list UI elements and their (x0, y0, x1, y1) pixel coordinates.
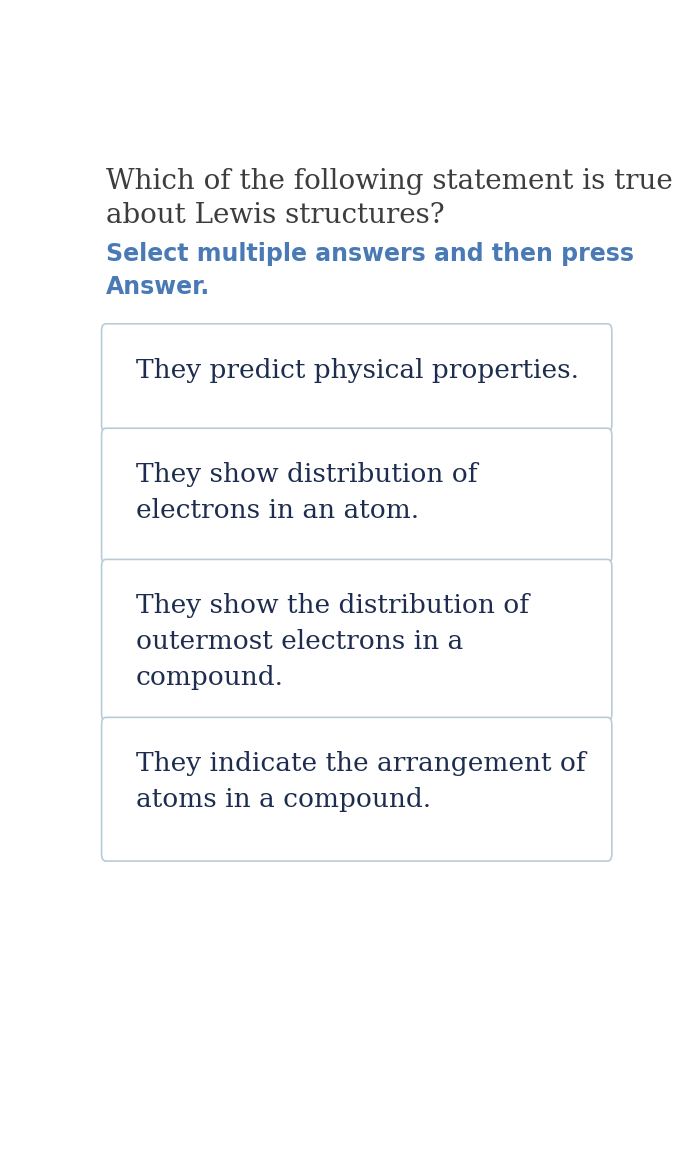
Text: They indicate the arrangement of
atoms in a compound.: They indicate the arrangement of atoms i… (136, 751, 585, 812)
FancyBboxPatch shape (102, 323, 612, 432)
Text: They show distribution of
electrons in an atom.: They show distribution of electrons in a… (136, 462, 477, 523)
FancyBboxPatch shape (102, 560, 612, 721)
Text: They show the distribution of
outermost electrons in a
compound.: They show the distribution of outermost … (136, 593, 528, 691)
FancyBboxPatch shape (102, 717, 612, 861)
Text: about Lewis structures?: about Lewis structures? (106, 202, 445, 228)
Text: Select multiple answers and then press
Answer.: Select multiple answers and then press A… (106, 242, 634, 299)
FancyBboxPatch shape (102, 428, 612, 563)
Text: Which of the following statement is true: Which of the following statement is true (106, 168, 672, 195)
Text: They predict physical properties.: They predict physical properties. (136, 358, 578, 382)
